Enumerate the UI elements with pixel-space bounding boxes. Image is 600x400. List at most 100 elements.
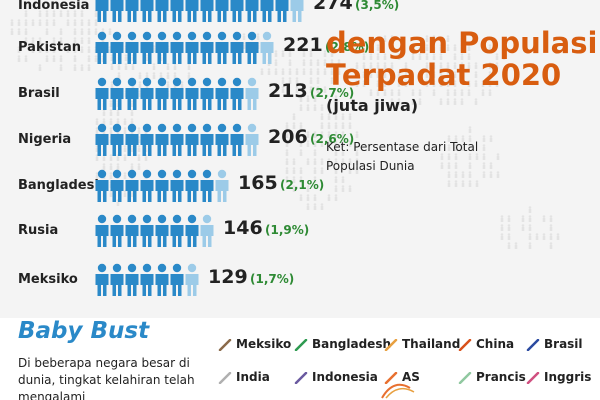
unit-label: (juta jiwa): [326, 96, 419, 115]
map-person-glyph: [73, 28, 77, 35]
map-person-glyph: [299, 176, 303, 183]
person-icon: [140, 214, 154, 247]
map-person-glyph: [440, 153, 444, 160]
map-person-glyph: [383, 53, 387, 60]
person-icon: [125, 31, 139, 64]
map-person-glyph: [320, 131, 324, 138]
map-person-glyph: [320, 140, 324, 147]
person-icon: [230, 0, 244, 22]
map-person-glyph: [460, 62, 464, 69]
map-person-glyph: [102, 118, 106, 125]
person-icon: [95, 31, 109, 64]
map-person-glyph: [299, 122, 303, 129]
person-icon: [110, 263, 124, 296]
map-person-glyph: [292, 167, 296, 174]
person-icon: [110, 31, 124, 64]
person-icon: [155, 123, 169, 156]
map-person-glyph: [549, 242, 553, 249]
map-person-glyph: [334, 113, 338, 120]
person-icon-partial: [215, 169, 229, 202]
map-person-glyph: [327, 194, 331, 201]
person-icon: [155, 169, 169, 202]
map-person-glyph: [418, 89, 422, 96]
map-person-glyph: [313, 194, 317, 201]
legend-label: Brasil: [544, 337, 583, 351]
map-person-glyph: [488, 89, 492, 96]
person-icon: [230, 77, 244, 110]
map-person-glyph: [439, 80, 443, 87]
map-person-glyph: [341, 158, 345, 165]
chart-row: Brasil 213 (2,7%): [0, 74, 354, 114]
map-person-glyph: [316, 59, 320, 66]
percent-label: (2,8%): [325, 40, 370, 54]
map-person-glyph: [330, 68, 334, 75]
person-icon: [125, 77, 139, 110]
map-person-glyph: [348, 140, 352, 147]
person-icon: [170, 0, 184, 22]
map-person-glyph: [323, 50, 327, 57]
map-person-glyph: [313, 95, 317, 102]
map-person-glyph: [397, 80, 401, 87]
person-icon: [110, 77, 124, 110]
map-person-glyph: [281, 50, 285, 57]
map-person-glyph: [411, 53, 415, 60]
map-person-glyph: [376, 71, 380, 78]
map-person-glyph: [454, 180, 458, 187]
map-person-glyph: [306, 158, 310, 165]
map-person-glyph: [17, 19, 21, 26]
map-person-glyph: [383, 35, 387, 42]
map-person-glyph: [341, 176, 345, 183]
map-person-glyph: [10, 28, 14, 35]
map-person-glyph: [10, 19, 14, 26]
person-icon: [215, 77, 229, 110]
map-person-glyph: [502, 71, 506, 78]
map-person-glyph: [281, 86, 285, 93]
map-person-glyph: [461, 171, 465, 178]
chart-row: Pakistan 221 (2,8%): [0, 28, 369, 68]
map-person-glyph: [166, 63, 170, 70]
map-person-glyph: [542, 233, 546, 240]
map-person-glyph: [404, 71, 408, 78]
person-icon: [125, 214, 139, 247]
map-person-glyph: [306, 140, 310, 147]
map-person-glyph: [94, 28, 98, 35]
map-person-glyph: [59, 37, 63, 44]
map-person-glyph: [152, 72, 156, 79]
map-person-glyph: [482, 162, 486, 169]
country-label: Rusia: [18, 223, 59, 238]
country-label: Indonesia: [18, 0, 90, 13]
map-person-glyph: [95, 127, 99, 134]
map-person-glyph: [274, 59, 278, 66]
map-person-glyph: [461, 144, 465, 151]
map-person-glyph: [313, 131, 317, 138]
map-person-glyph: [87, 19, 91, 26]
map-person-glyph: [528, 215, 532, 222]
map-person-glyph: [302, 68, 306, 75]
person-icon: [170, 123, 184, 156]
map-person-glyph: [334, 176, 338, 183]
person-icon: [170, 31, 184, 64]
map-person-glyph: [45, 46, 49, 53]
map-person-glyph: [38, 64, 42, 71]
map-person-glyph: [404, 62, 408, 69]
person-icon: [200, 169, 214, 202]
map-person-glyph: [313, 158, 317, 165]
map-person-glyph: [87, 46, 91, 53]
map-person-glyph: [425, 80, 429, 87]
map-person-glyph: [453, 98, 457, 105]
map-person-glyph: [334, 185, 338, 192]
map-person-glyph: [137, 154, 141, 161]
map-person-glyph: [507, 215, 511, 222]
map-person-glyph: [468, 162, 472, 169]
map-person-glyph: [425, 53, 429, 60]
map-person-glyph: [327, 140, 331, 147]
map-person-glyph: [425, 62, 429, 69]
map-person-glyph: [453, 71, 457, 78]
map-person-glyph: [411, 98, 415, 105]
map-person-glyph: [528, 242, 532, 249]
map-person-glyph: [418, 44, 422, 51]
map-person-glyph: [439, 62, 443, 69]
map-person-glyph: [467, 53, 471, 60]
map-person-glyph: [362, 80, 366, 87]
person-icon: [155, 214, 169, 247]
